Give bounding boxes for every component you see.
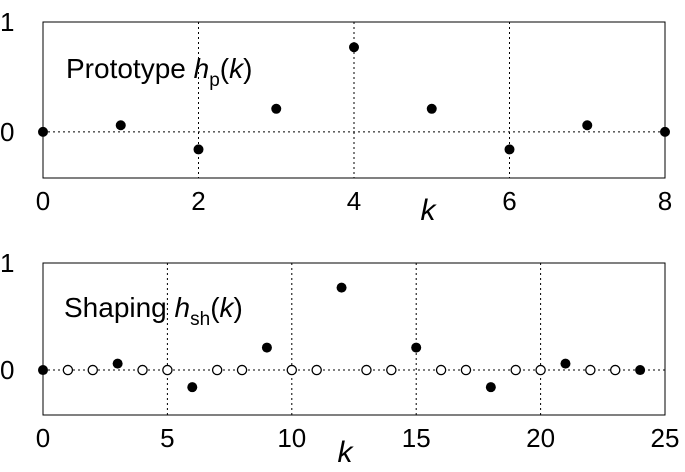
panel-title: Prototype hp(k) <box>66 53 252 91</box>
x-tick-label: 5 <box>160 423 174 453</box>
x-tick-label: 25 <box>651 423 680 453</box>
zero-point <box>585 364 596 376</box>
data-point <box>504 144 515 155</box>
x-tick-label: 2 <box>191 186 205 216</box>
x-axis-label: k <box>421 194 438 227</box>
zero-point <box>435 364 447 376</box>
chart-panel-1: 0 1 0 2 4 6 8 k Prototype hp(k) <box>0 7 672 227</box>
x-tick-label: 0 <box>36 423 50 453</box>
data-point <box>349 42 359 53</box>
data-point <box>271 103 282 114</box>
plot-frame <box>42 262 666 416</box>
zero-point <box>211 364 223 376</box>
data-point <box>38 365 48 376</box>
zero-point <box>62 364 74 376</box>
zero-point <box>286 364 298 376</box>
data-point <box>660 126 670 137</box>
x-tick-label: 10 <box>277 423 306 453</box>
data-point <box>193 144 204 155</box>
x-tick-label: 15 <box>402 423 431 453</box>
data-point <box>426 103 437 114</box>
x-axis-label: k <box>338 436 355 469</box>
x-tick-label: 8 <box>658 186 672 216</box>
y-tick-label: 1 <box>0 248 14 278</box>
zero-point <box>460 364 472 376</box>
plot-frame <box>42 21 666 179</box>
data-point <box>411 342 422 353</box>
x-tick-label: 6 <box>502 186 516 216</box>
data-point <box>112 358 123 369</box>
data-point <box>336 282 347 293</box>
data-point <box>485 382 496 393</box>
data-point <box>115 120 126 131</box>
zero-point <box>535 364 546 376</box>
data-point <box>261 342 272 353</box>
zero-point <box>87 364 99 376</box>
y-tick-label: 1 <box>0 7 14 37</box>
y-tick-label: 0 <box>0 355 14 385</box>
x-tick-label: 0 <box>36 186 50 216</box>
zero-point <box>311 364 322 376</box>
zero-point <box>510 364 521 376</box>
zero-point <box>162 364 173 376</box>
zero-point <box>609 364 621 376</box>
zero-point <box>137 364 148 376</box>
x-tick-label: 4 <box>347 186 361 216</box>
x-tick-label: 20 <box>526 423 555 453</box>
y-tick-label: 0 <box>0 117 14 147</box>
data-point <box>187 382 198 393</box>
zero-point <box>236 364 248 376</box>
panel-title: Shaping hsh(k) <box>64 292 243 330</box>
data-point <box>635 365 646 376</box>
zero-point <box>386 364 397 376</box>
zero-point <box>361 364 372 376</box>
data-point <box>582 120 593 131</box>
data-point <box>38 126 48 137</box>
data-point <box>560 358 571 369</box>
